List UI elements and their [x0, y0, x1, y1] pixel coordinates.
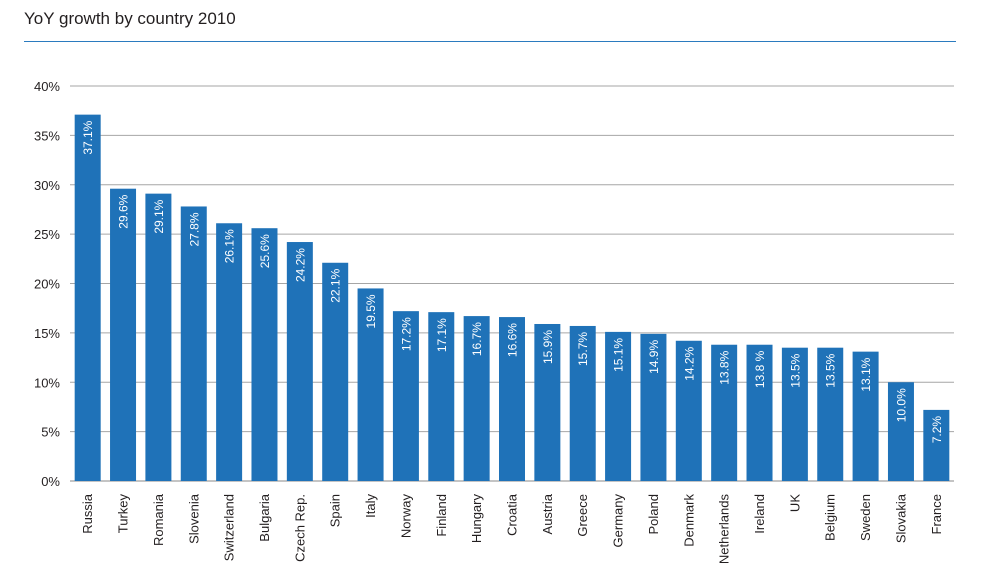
data-label: 17.2% [399, 317, 413, 351]
data-label: 13.8% [718, 350, 732, 384]
bar [74, 114, 101, 481]
x-tick-label: Netherlands [717, 494, 732, 565]
data-label: 13.8 % [753, 350, 767, 388]
x-tick-label: France [929, 494, 944, 534]
y-tick-label: 10% [34, 375, 60, 390]
data-label: 10.0% [894, 388, 908, 422]
data-label: 13.5% [788, 353, 802, 387]
bar [180, 206, 207, 481]
bar [675, 340, 702, 481]
x-tick-label: Slovakia [893, 493, 908, 543]
data-label: 37.1% [81, 120, 95, 154]
bar [463, 316, 490, 481]
x-tick-label: Sweden [858, 494, 873, 541]
data-label: 7.2% [930, 416, 944, 444]
x-tick-label: Bulgaria [257, 493, 272, 541]
bar [286, 242, 313, 481]
y-tick-label: 20% [34, 277, 60, 292]
y-tick-label: 5% [41, 425, 60, 440]
data-label: 24.2% [293, 248, 307, 282]
x-tick-label: Germany [611, 494, 626, 548]
x-tick-label: Switzerland [222, 494, 237, 561]
bar [251, 228, 278, 481]
y-tick-label: 30% [34, 178, 60, 193]
bar [640, 333, 667, 481]
x-tick-label: Denmark [681, 494, 696, 547]
data-label: 25.6% [258, 234, 272, 268]
bar [216, 223, 243, 481]
data-label: 13.5% [824, 353, 838, 387]
x-tick-label: Croatia [505, 493, 520, 536]
x-tick-label: Norway [398, 494, 413, 539]
bar [499, 317, 525, 481]
data-label: 15.1% [612, 338, 626, 372]
data-label: 22.1% [329, 268, 343, 302]
x-tick-label: Finland [434, 494, 449, 537]
x-tick-label: Austria [540, 493, 555, 534]
data-label: 14.9% [647, 340, 661, 374]
bar [852, 351, 879, 481]
bar [605, 331, 632, 481]
data-label: 13.1% [859, 357, 873, 391]
bar [711, 344, 738, 481]
bar [923, 409, 950, 481]
data-label: 16.7% [470, 322, 484, 356]
y-tick-label: 35% [34, 128, 60, 143]
bar [145, 193, 172, 481]
y-tick-label: 25% [34, 227, 60, 242]
title-divider [24, 41, 956, 42]
x-tick-label: Hungary [469, 494, 484, 544]
x-tick-label: Romania [151, 493, 166, 546]
bar [357, 288, 384, 481]
x-tick-label: Belgium [823, 494, 838, 541]
x-tick-label: Slovenia [186, 493, 201, 544]
bar [392, 311, 419, 481]
bar [110, 188, 137, 481]
bar [817, 347, 844, 481]
x-tick-label: Russia [80, 493, 95, 534]
data-label: 19.5% [364, 294, 378, 328]
x-tick-label: Ireland [752, 494, 767, 534]
y-tick-label: 0% [41, 474, 60, 489]
x-tick-label: Italy [363, 494, 378, 518]
x-tick-label: Czech Rep. [292, 494, 307, 562]
x-tick-label: Poland [646, 494, 661, 534]
x-tick-label: Turkey [116, 494, 131, 534]
x-tick-label: Greece [575, 494, 590, 537]
bar [534, 323, 561, 481]
data-label: 16.6% [506, 323, 520, 357]
y-tick-label: 40% [34, 79, 60, 94]
data-label: 14.2% [682, 346, 696, 380]
data-label: 15.7% [576, 332, 590, 366]
x-tick-label: UK [787, 494, 802, 512]
data-label: 29.1% [152, 199, 166, 233]
bar [322, 262, 349, 481]
data-label: 26.1% [223, 229, 237, 263]
data-label: 27.8% [187, 212, 201, 246]
chart-title: YoY growth by country 2010 [24, 9, 236, 28]
bar [746, 344, 773, 481]
bar [781, 347, 808, 481]
data-label: 17.1% [435, 318, 449, 352]
data-label: 15.9% [541, 330, 555, 364]
x-tick-label: Spain [328, 494, 343, 527]
bar [887, 382, 914, 481]
bar [569, 325, 596, 481]
data-label: 29.6% [117, 194, 131, 228]
bar [428, 312, 455, 481]
y-tick-label: 15% [34, 326, 60, 341]
